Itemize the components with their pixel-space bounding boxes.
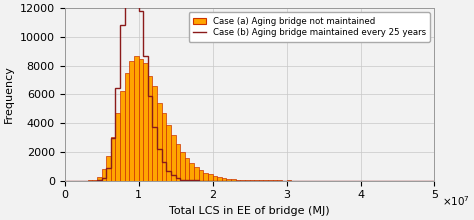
Bar [185,158,190,181]
Bar [212,176,217,181]
Y-axis label: Frequency: Frequency [4,65,14,123]
X-axis label: Total LCS in EE of bridge (MJ): Total LCS in EE of bridge (MJ) [169,206,330,216]
Bar [111,138,116,181]
Bar [129,61,134,181]
Bar [157,103,162,181]
Bar [227,179,231,181]
Bar [254,180,259,181]
Bar [175,144,180,181]
Bar [162,113,166,181]
Bar [249,180,254,181]
Text: $\times10^7$: $\times10^7$ [442,194,470,208]
Bar [194,167,199,181]
Bar [190,163,194,181]
Bar [203,173,208,181]
Bar [101,169,106,181]
Bar [143,62,148,181]
Bar [245,180,249,181]
Bar [236,180,240,181]
Bar [125,73,129,181]
Bar [217,177,222,181]
Bar [116,113,120,181]
Bar [231,179,236,181]
Bar [240,180,245,181]
Bar [153,86,157,181]
Bar [106,156,111,181]
Bar [208,174,212,181]
Bar [171,135,175,181]
Bar [138,59,143,181]
Legend: Case (a) Aging bridge not maintained, Case (b) Aging bridge maintained every 25 : Case (a) Aging bridge not maintained, Ca… [189,13,430,42]
Bar [166,125,171,181]
Bar [148,76,153,181]
Bar [134,56,138,181]
Bar [97,177,101,181]
Bar [222,178,227,181]
Bar [180,152,185,181]
Bar [199,170,203,181]
Bar [92,180,97,181]
Bar [120,91,125,181]
